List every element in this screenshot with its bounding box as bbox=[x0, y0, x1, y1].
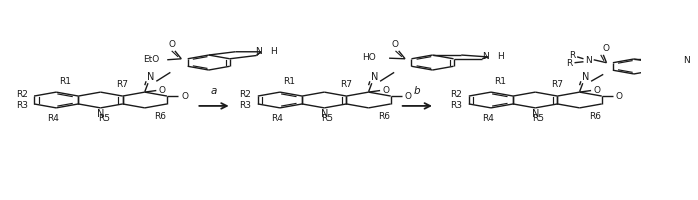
Text: R1: R1 bbox=[283, 77, 295, 86]
Text: O: O bbox=[383, 86, 389, 95]
Text: O: O bbox=[405, 92, 412, 101]
Text: R4: R4 bbox=[482, 114, 493, 123]
Text: R: R bbox=[566, 59, 572, 68]
Text: R7: R7 bbox=[551, 80, 563, 89]
Text: b: b bbox=[414, 86, 420, 96]
Text: R2: R2 bbox=[16, 90, 28, 99]
Text: O: O bbox=[392, 40, 399, 49]
Text: O: O bbox=[603, 44, 610, 53]
Text: R4: R4 bbox=[47, 114, 59, 123]
Text: O: O bbox=[593, 86, 601, 95]
Text: O: O bbox=[181, 92, 188, 101]
Text: O: O bbox=[616, 92, 623, 101]
Text: N: N bbox=[97, 109, 104, 119]
Text: a: a bbox=[211, 86, 217, 96]
Text: N: N bbox=[582, 72, 590, 82]
Text: N: N bbox=[482, 52, 489, 61]
Text: N: N bbox=[683, 56, 690, 65]
Text: R6: R6 bbox=[378, 112, 390, 121]
Text: R1: R1 bbox=[494, 77, 506, 86]
Text: HO: HO bbox=[362, 53, 376, 62]
Text: R7: R7 bbox=[340, 80, 352, 89]
Text: O: O bbox=[168, 40, 175, 49]
Text: R3: R3 bbox=[15, 101, 28, 110]
Text: N: N bbox=[371, 72, 378, 82]
Text: R2: R2 bbox=[451, 90, 463, 99]
Text: R5: R5 bbox=[533, 114, 544, 123]
Text: R3: R3 bbox=[239, 101, 251, 110]
Text: N: N bbox=[585, 56, 592, 65]
Text: R2: R2 bbox=[239, 90, 251, 99]
Text: N: N bbox=[147, 72, 155, 82]
Text: N: N bbox=[532, 109, 539, 119]
Text: EtO: EtO bbox=[142, 55, 159, 64]
Text: R7: R7 bbox=[117, 80, 128, 89]
Text: R1: R1 bbox=[59, 77, 71, 86]
Text: H: H bbox=[270, 47, 277, 56]
Text: R5: R5 bbox=[98, 114, 110, 123]
Text: N: N bbox=[320, 109, 328, 119]
Text: R4: R4 bbox=[271, 114, 283, 123]
Text: O: O bbox=[159, 86, 166, 95]
Text: R5: R5 bbox=[322, 114, 334, 123]
Text: N: N bbox=[255, 47, 262, 56]
Text: R6: R6 bbox=[154, 112, 166, 121]
Text: R6: R6 bbox=[589, 112, 601, 121]
Text: H: H bbox=[498, 52, 504, 61]
Text: R3: R3 bbox=[450, 101, 463, 110]
Text: R: R bbox=[570, 51, 576, 60]
